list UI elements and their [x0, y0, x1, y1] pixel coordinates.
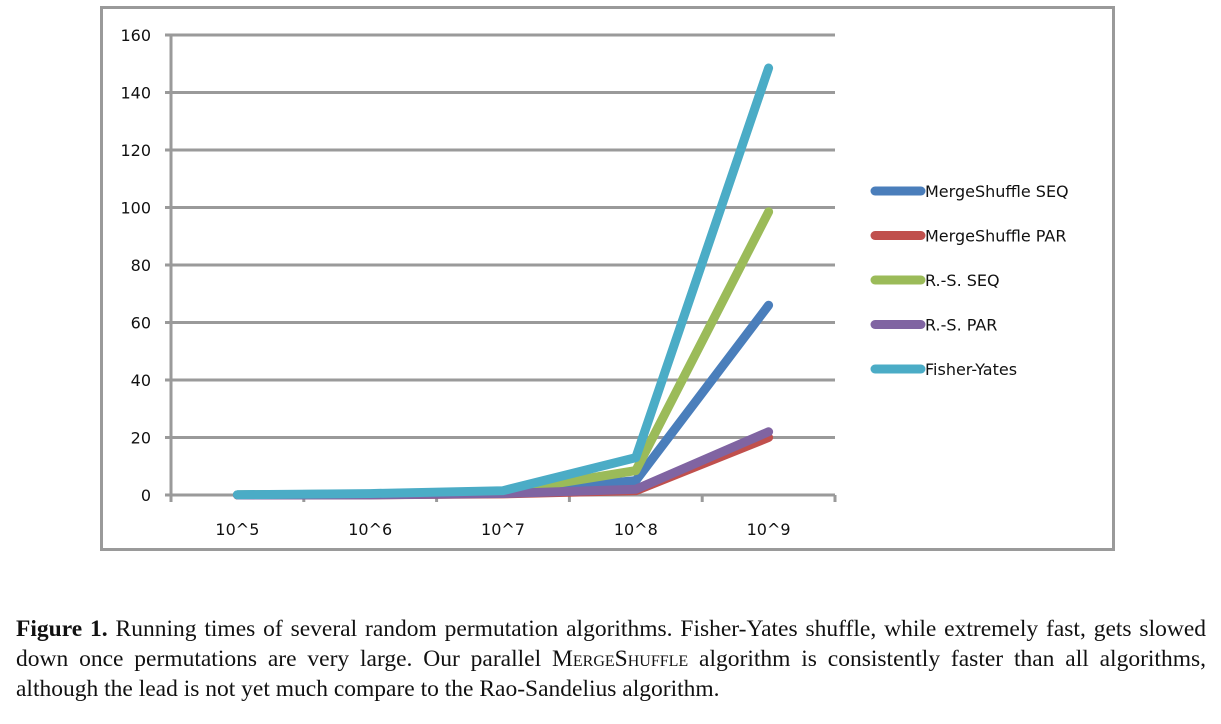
- legend-label-fisher-yates: Fisher-Yates: [925, 360, 1017, 379]
- x-tick-labels: 10^5 10^6 10^7 10^8 10^9: [215, 520, 790, 539]
- legend: MergeShuffle SEQ MergeShuffle PAR R.-S. SE…: [870, 182, 1069, 379]
- y-tick-label: 100: [120, 199, 151, 218]
- caption-algorithm-name: MergeShuffle: [551, 646, 689, 672]
- series-line-r-s-seq: [232, 207, 774, 500]
- y-tick-label: 120: [120, 141, 151, 160]
- y-tick-label: 60: [131, 314, 151, 333]
- legend-label-r-s-par: R.-S. PAR: [925, 316, 997, 335]
- y-tick-labels: 0 20 40 60 80 100 120 140 160: [120, 26, 151, 505]
- caption-text-1: Running times of several random permutat…: [16, 616, 1206, 672]
- chart-frame: 0 20 40 60 80 100 120 140 160 10^5 10^6 10^7 10^8 10…: [100, 6, 1115, 551]
- y-tick-label: 20: [131, 429, 151, 448]
- legend-label-mergeshuffle-par: MergeShuffle PAR: [925, 227, 1066, 246]
- series-line-r-s-par: [232, 427, 774, 500]
- y-tick-label: 40: [131, 371, 151, 390]
- gridlines: [171, 33, 835, 439]
- x-tick-label: 10^7: [481, 520, 525, 539]
- x-tick-label: 10^9: [747, 520, 791, 539]
- series-line-fisher-yates: [232, 63, 774, 500]
- y-tick-label: 140: [120, 84, 151, 103]
- y-tick-label: 0: [141, 486, 151, 505]
- x-tick-label: 10^8: [614, 520, 658, 539]
- y-tick-label: 80: [131, 256, 151, 275]
- figure-caption: Figure 1. Running times of several rando…: [16, 614, 1206, 704]
- y-tick-label: 160: [120, 26, 151, 45]
- legend-label-mergeshuffle-seq: MergeShuffle SEQ: [925, 182, 1069, 201]
- series-lines: [232, 63, 774, 500]
- x-tick-label: 10^6: [348, 520, 392, 539]
- figure-label: Figure 1.: [16, 616, 108, 642]
- legend-label-r-s-seq: R.-S. SEQ: [925, 271, 1000, 290]
- caption-text-2: algorithm is consistently faster than al…: [16, 646, 1207, 702]
- x-tick-label: 10^5: [215, 520, 259, 539]
